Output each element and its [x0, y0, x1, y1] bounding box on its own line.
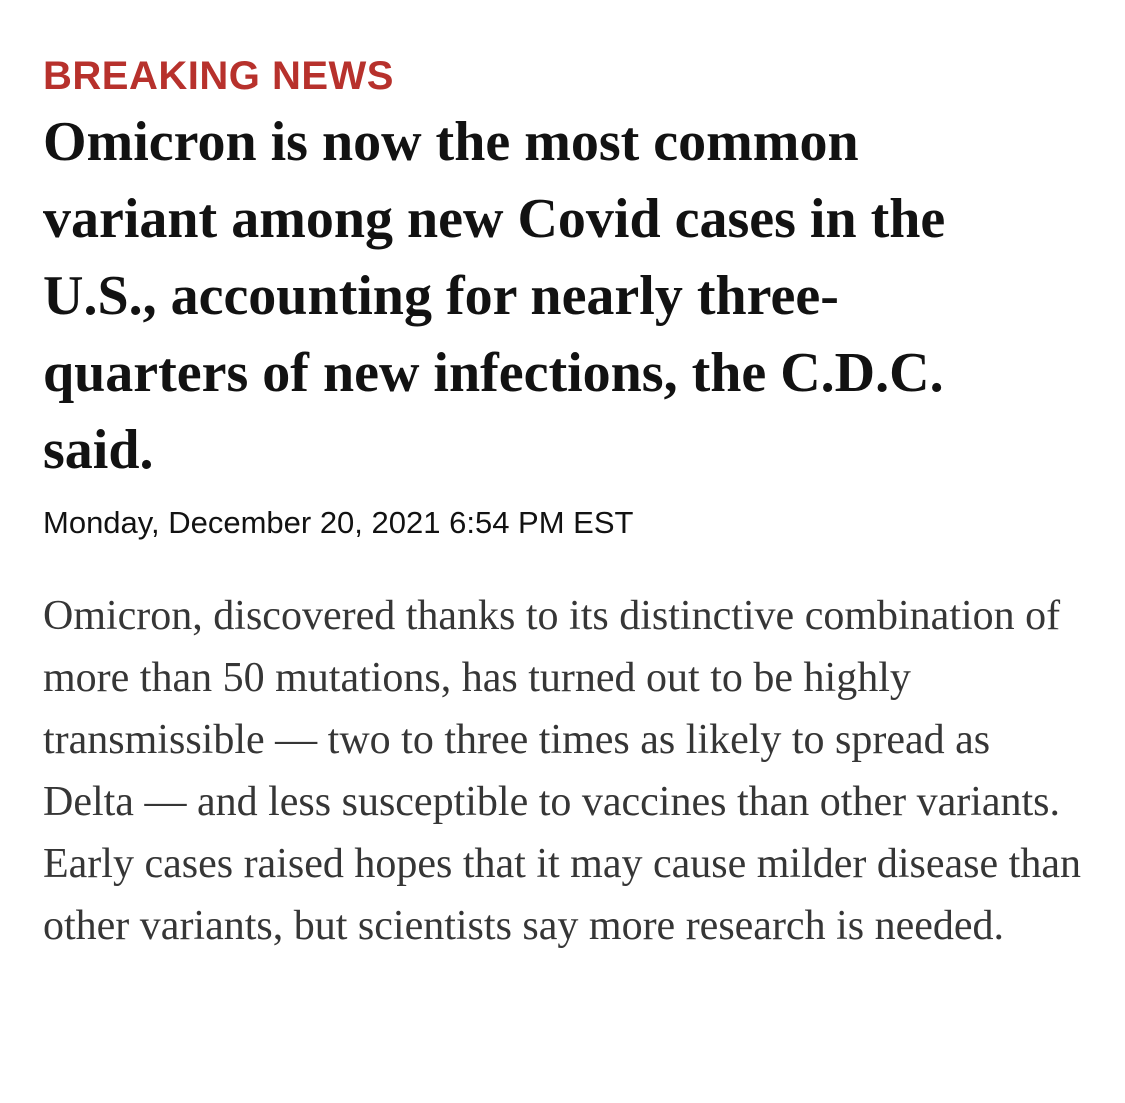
- news-alert: BREAKING NEWS Omicron is now the most co…: [43, 52, 1088, 957]
- breaking-news-label: BREAKING NEWS: [43, 54, 394, 98]
- timestamp: Monday, December 20, 2021 6:54 PM EST: [43, 505, 634, 540]
- headline[interactable]: Omicron is now the most common variant a…: [43, 111, 946, 481]
- article-summary: Omicron, discovered thanks to its distin…: [43, 593, 1081, 949]
